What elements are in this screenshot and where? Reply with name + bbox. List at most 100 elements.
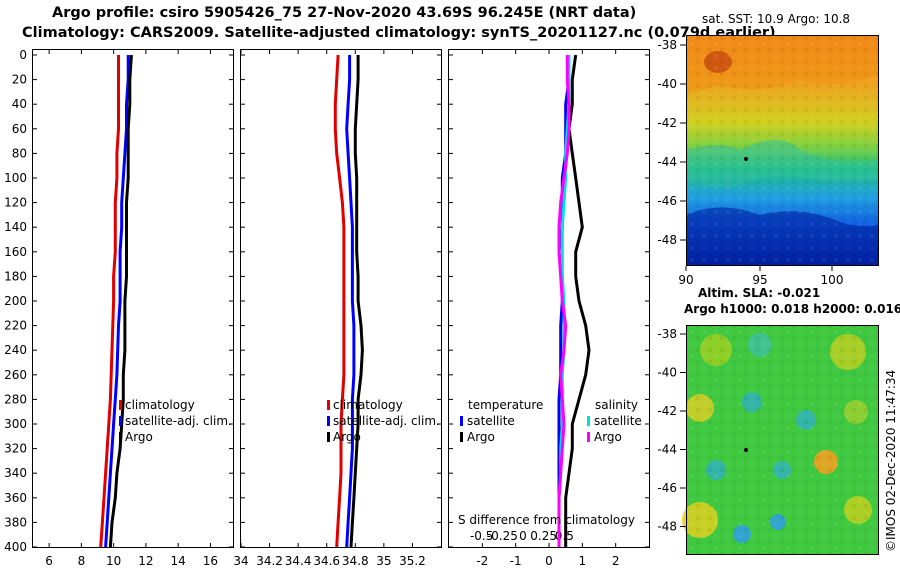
series-line-argo	[349, 55, 364, 548]
legend-swatch-argo	[119, 432, 122, 442]
sst-y-tick-label: -40	[657, 77, 677, 91]
depth-tick-label: 120	[4, 196, 27, 210]
depth-tick-label: 0	[19, 48, 27, 62]
x-secondary-tick-label: -0.5	[470, 529, 493, 543]
title-line-1: Argo profile: csiro 5905426_75 27-Nov-20…	[52, 5, 637, 21]
depth-tick-label: 280	[4, 392, 27, 406]
depth-tick-label: 20	[12, 73, 27, 87]
sst-map-frame	[686, 35, 879, 266]
series-line-salinity-argo	[557, 55, 571, 547]
sst-map-texture	[686, 35, 879, 266]
x-tick-label: 34.6	[313, 554, 340, 568]
legend-swatch-climatology	[327, 400, 330, 410]
series-line-satellite-adj-clim-	[345, 55, 356, 548]
x-tick-label: 34	[233, 554, 248, 568]
title-line-2: Climatology: CARS2009. Satellite-adjuste…	[22, 25, 776, 41]
legend-swatch-climatology	[119, 400, 122, 410]
x-secondary-tick-label: 0.25	[530, 529, 557, 543]
depth-tick-label: 100	[4, 171, 27, 185]
sst-y-tick-label: -42	[657, 116, 677, 130]
sst-map-x-axis: 90 95 100	[678, 266, 843, 287]
depth-tick-label: 160	[4, 245, 27, 259]
difference-series	[557, 54, 591, 547]
series-line-argo	[108, 54, 133, 548]
sst-y-tick-label: -46	[657, 194, 677, 208]
x-tick-label: 35	[376, 554, 391, 568]
sla-map	[682, 325, 879, 555]
depth-tick-label: 80	[12, 146, 27, 160]
sla-y-tick-label: -46	[657, 481, 677, 495]
temperature-legend: climatology satellite-adj. clim. Argo	[119, 398, 232, 444]
legend-label-temperature-argo: Argo	[467, 430, 495, 444]
difference-salinity-legend: salinity satellite Argo	[587, 398, 642, 444]
series-line-climatology	[99, 55, 120, 548]
sla-map-y-axis: -38 -40 -42 -44 -46 -48	[657, 327, 686, 534]
depth-tick-label: 380	[4, 515, 27, 529]
depth-tick-label: 360	[4, 491, 27, 505]
series-line-climatology	[333, 54, 346, 548]
depth-tick-label: 60	[12, 122, 27, 136]
x-secondary-tick-label: -0.25	[487, 529, 518, 543]
depth-tick-label: 220	[4, 319, 27, 333]
sst-x-tick-label: 90	[678, 273, 693, 287]
sla-y-tick-label: -40	[657, 366, 677, 380]
temperature-panel-frame	[32, 49, 234, 548]
depth-tick-label: 140	[4, 220, 27, 234]
legend-label-satellite: satellite-adj. clim.	[125, 414, 232, 428]
x-tick-label: -1	[510, 554, 522, 568]
x-tick-label: 34.4	[285, 554, 312, 568]
legend-swatch-satellite	[327, 416, 330, 426]
depth-tick-label: 240	[4, 343, 27, 357]
x-tick-label: 2	[612, 554, 620, 568]
depth-tick-label: 40	[12, 97, 27, 111]
legend-heading-temperature: temperature	[468, 398, 543, 412]
sla-map-title-2: Argo h1000: 0.018 h2000: 0.016	[684, 302, 900, 316]
legend-swatch-temperature-satellite	[460, 416, 463, 426]
series-line-temperature-argo	[564, 54, 591, 547]
sst-map	[686, 35, 879, 266]
depth-tick-label: 260	[4, 368, 27, 382]
legend-label-climatology: climatology	[125, 398, 195, 412]
legend-swatch-argo	[327, 432, 330, 442]
sla-y-tick-label: -38	[657, 327, 677, 341]
salinity-x-axis: 34 34.2 34.4 34.6 34.8 35 35.2	[233, 50, 426, 568]
x-secondary-tick-label: 0	[519, 529, 527, 543]
sst-x-tick-label: 95	[752, 273, 767, 287]
sst-map-title: sat. SST: 10.9 Argo: 10.8	[702, 12, 850, 26]
x-tick-label: 6	[45, 554, 53, 568]
difference-temperature-legend: temperature satellite Argo	[460, 398, 543, 444]
depth-axis: 0 20 40 60 80 100 120 140 160 180 200 220 240 260 280 3…	[4, 48, 649, 554]
legend-swatch-salinity-argo	[587, 432, 590, 442]
difference-panel-title: S difference from climatology	[458, 513, 635, 527]
sst-y-tick-label: -38	[657, 38, 677, 52]
difference-x-axis: -2 -1 0 1 2	[476, 50, 619, 568]
sla-argo-marker	[744, 448, 748, 452]
legend-swatch-salinity-satellite	[587, 416, 590, 426]
depth-tick-label: 400	[4, 540, 27, 554]
sst-argo-marker	[744, 157, 748, 161]
depth-tick-label: 340	[4, 466, 27, 480]
legend-label-argo: Argo	[125, 430, 153, 444]
x-tick-label: 0	[545, 554, 553, 568]
depth-tick-label: 200	[4, 294, 27, 308]
salinity-legend: climatology satellite-adj. clim. Argo	[327, 398, 440, 444]
x-tick-label: -2	[476, 554, 488, 568]
x-tick-label: 8	[78, 554, 86, 568]
legend-label-temperature-satellite: satellite	[467, 414, 515, 428]
x-tick-label: 35.2	[399, 554, 426, 568]
temperature-series	[99, 54, 133, 548]
sst-x-tick-label: 100	[821, 273, 844, 287]
legend-heading-salinity: salinity	[595, 398, 638, 412]
legend-swatch-satellite	[119, 416, 122, 426]
legend-swatch-temperature-argo	[460, 432, 463, 442]
difference-panel-frame	[448, 49, 650, 548]
legend-label-salinity-argo: Argo	[594, 430, 622, 444]
series-line-satellite-adj-clim-	[104, 55, 130, 548]
depth-tick-label: 300	[4, 417, 27, 431]
sla-y-tick-label: -44	[657, 443, 677, 457]
sla-y-tick-label: -42	[657, 404, 677, 418]
sla-map-title-1: Altim. SLA: -0.021	[698, 286, 820, 300]
legend-label-salinity-satellite: satellite	[594, 414, 642, 428]
salinity-series	[333, 54, 364, 548]
